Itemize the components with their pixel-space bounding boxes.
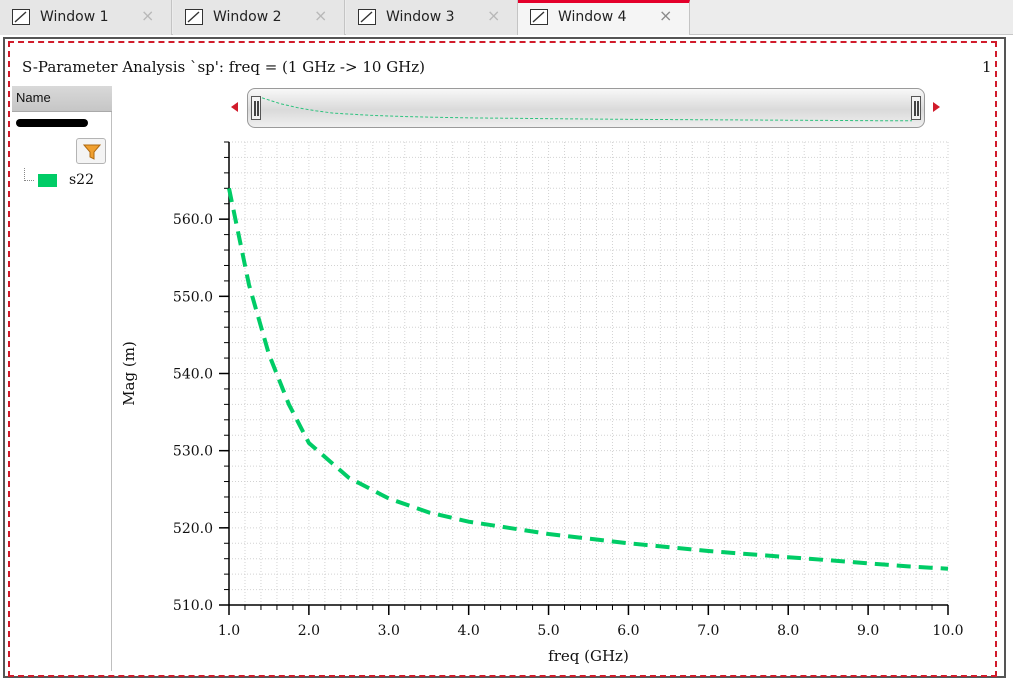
waveform-window-icon xyxy=(185,9,203,25)
overview-right-handle[interactable] xyxy=(911,96,921,120)
tab-label: Window 3 xyxy=(386,9,455,25)
filter-funnel-icon xyxy=(83,144,101,160)
y-tick-label: 560.0 xyxy=(173,212,213,228)
x-axis-title: freq (GHz) xyxy=(548,647,629,665)
tab-window-2[interactable]: Window 2 × xyxy=(173,0,345,35)
x-tick-label: 1.0 xyxy=(218,623,240,639)
x-tick-label: 6.0 xyxy=(617,623,639,639)
x-tick-label: 4.0 xyxy=(458,623,480,639)
legend-name-header[interactable]: Name xyxy=(12,86,112,112)
x-tick-label: 10.0 xyxy=(932,623,963,639)
x-tick-label: 8.0 xyxy=(777,623,799,639)
waveform-window-icon xyxy=(530,9,548,25)
y-tick-label: 510.0 xyxy=(173,598,213,614)
overview-track[interactable] xyxy=(247,88,925,128)
y-axis-title: Mag (m) xyxy=(120,341,138,406)
close-icon[interactable]: × xyxy=(314,6,328,25)
tab-label: Window 4 xyxy=(558,9,627,25)
tab-window-1[interactable]: Window 1 × xyxy=(0,0,172,35)
x-tick-label: 3.0 xyxy=(378,623,400,639)
tab-label: Window 1 xyxy=(40,9,109,25)
scroll-right-arrow-icon[interactable] xyxy=(933,102,940,112)
overview-trace xyxy=(261,97,913,122)
x-tick-label: 7.0 xyxy=(697,623,719,639)
series-name-s22[interactable]: s22 xyxy=(69,172,94,188)
legend-search-field[interactable] xyxy=(16,119,88,127)
waveform-window-icon xyxy=(358,9,376,25)
series-color-swatch[interactable] xyxy=(38,174,57,187)
x-tick-label: 5.0 xyxy=(537,623,559,639)
series-line-s22[interactable] xyxy=(227,187,949,571)
filter-button[interactable] xyxy=(76,138,106,164)
tab-label: Window 2 xyxy=(213,9,282,25)
close-icon[interactable]: × xyxy=(487,6,501,25)
overview-scroll-strip[interactable] xyxy=(225,88,947,128)
waveform-window-icon xyxy=(12,9,30,25)
x-tick-label: 2.0 xyxy=(298,623,320,639)
trace-legend-panel: Name s22 xyxy=(12,86,112,671)
x-tick-label: 9.0 xyxy=(857,623,879,639)
y-tick-label: 550.0 xyxy=(173,289,213,305)
plot-title: S-Parameter Analysis `sp': freq = (1 GHz… xyxy=(22,58,426,76)
close-icon[interactable]: × xyxy=(659,6,673,25)
tab-window-4[interactable]: Window 4 × xyxy=(518,0,690,35)
y-tick-label: 530.0 xyxy=(173,444,213,460)
scroll-left-arrow-icon[interactable] xyxy=(231,102,238,112)
graph-window xyxy=(3,37,1006,678)
y-tick-label: 540.0 xyxy=(173,367,213,383)
tab-bar: Window 1 × Window 2 × Window 3 × Window … xyxy=(0,0,1013,35)
subwindow-index: 1 xyxy=(982,58,992,76)
overview-left-handle[interactable] xyxy=(251,96,261,120)
plot-area[interactable]: 1.0 2.0 3.0 4.0 5.0 6.0 7.0 8.0 9.0 10.0 510.0 520.… xyxy=(112,130,982,670)
y-tick-label: 520.0 xyxy=(173,521,213,537)
tree-connector xyxy=(24,168,34,181)
tab-window-3[interactable]: Window 3 × xyxy=(346,0,518,35)
close-icon[interactable]: × xyxy=(141,6,155,25)
